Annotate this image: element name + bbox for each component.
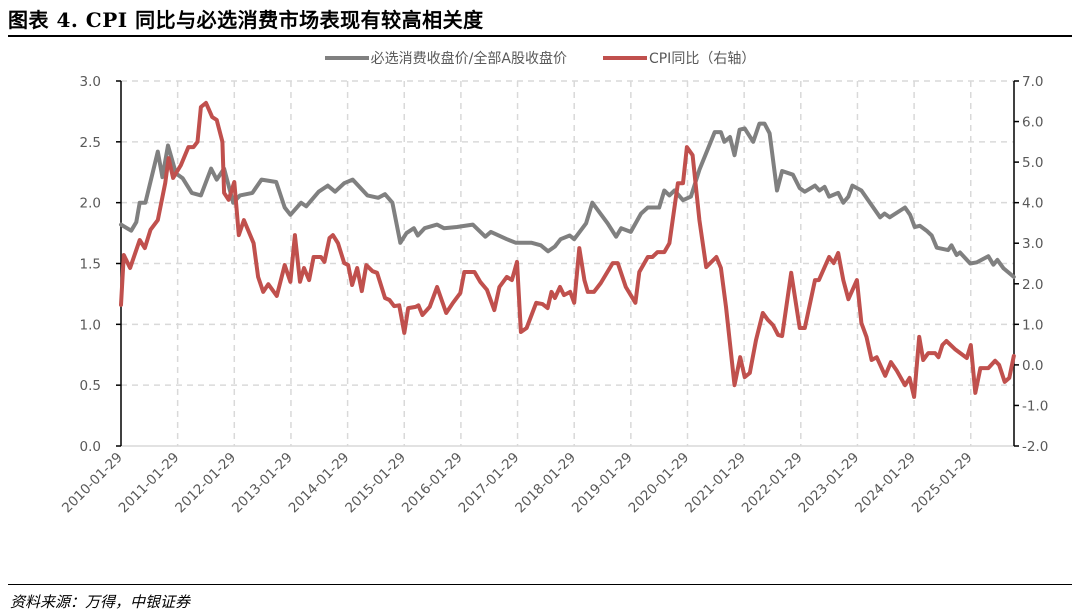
footer-divider [8, 584, 1072, 585]
y-right-tick-label: -2.0 [1022, 439, 1048, 455]
legend-item-consumer-ratio: 必选消费收盘价/全部A股收盘价 [324, 48, 567, 68]
y-right-tick-label: 6.0 [1022, 115, 1043, 131]
series-line-consumer-ratio [119, 121, 1016, 279]
series-line-cpi [119, 100, 1016, 399]
y-right-tick-label: 3.0 [1022, 236, 1043, 252]
y-right-tick-label: 4.0 [1022, 196, 1043, 212]
y-right-tick-label: 5.0 [1022, 155, 1043, 171]
y-right-tick-label: 1.0 [1022, 317, 1043, 333]
y-left-tick-label: 0.5 [80, 378, 101, 394]
x-tick-label: 2025-01-29 [909, 450, 976, 517]
title-divider [8, 35, 1072, 37]
line-chart: 0.0 0.5 1.0 1.5 2.0 2.5 3.0 -2.0 -1.0 0.0 1.0 2.0 3.… [59, 74, 1048, 517]
legend: 必选消费收盘价/全部A股收盘价 CPI同比（右轴） [0, 48, 1080, 68]
y-right-tick-label: 2.0 [1022, 277, 1043, 293]
y-left-tick-label: 3.0 [80, 74, 101, 90]
legend-label: 必选消费收盘价/全部A股收盘价 [370, 51, 567, 67]
y-left-tick-label: 2.5 [80, 135, 101, 151]
y-left-tick-label: 1.0 [80, 317, 101, 333]
source-note: 资料来源：万得，中银证券 [10, 593, 191, 611]
legend-item-cpi: CPI同比（右轴） [602, 48, 756, 68]
y-right-tick-label: -1.0 [1022, 398, 1048, 414]
y-right-tick-label: 7.0 [1022, 74, 1043, 90]
legend-swatch-gray [324, 56, 369, 60]
y-right-tick-label: 0.0 [1022, 358, 1043, 374]
chart-title: 图表 4. CPI 同比与必选消费市场表现有较高相关度 [8, 8, 484, 32]
y-left-tick-label: 1.5 [80, 257, 101, 273]
legend-label: CPI同比（右轴） [648, 51, 756, 67]
y-left-tick-label: 0.0 [80, 439, 101, 455]
y-left-tick-label: 2.0 [80, 196, 101, 212]
legend-swatch-red [602, 56, 647, 60]
